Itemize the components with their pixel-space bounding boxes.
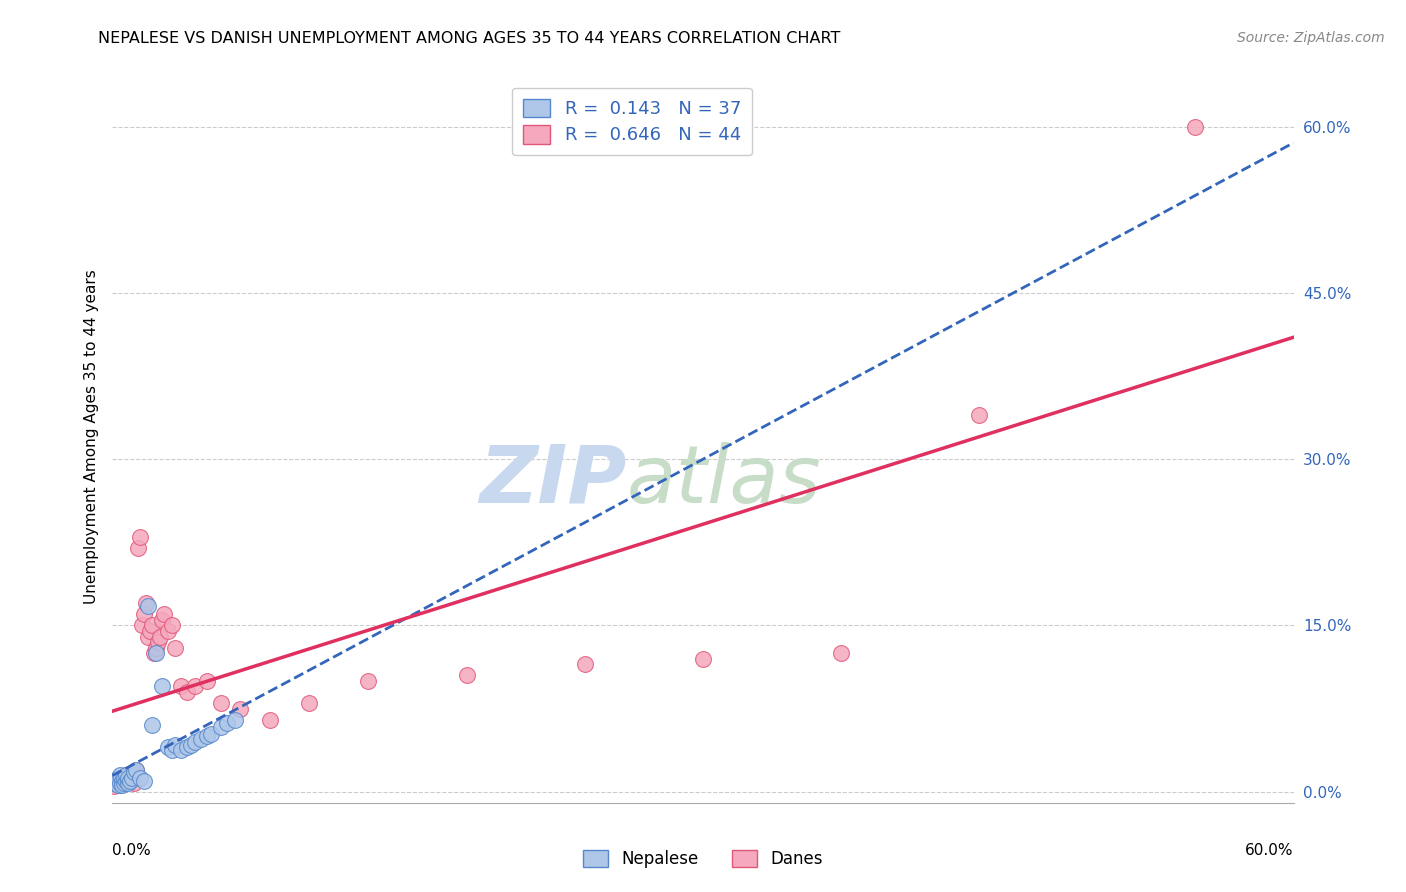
Point	[121, 768, 143, 782]
Point	[830, 646, 852, 660]
Point	[180, 738, 202, 752]
Point	[165, 640, 187, 655]
Point	[141, 618, 163, 632]
Point	[170, 680, 193, 694]
Point	[125, 763, 148, 777]
Point	[160, 742, 183, 756]
Text: Source: ZipAtlas.com: Source: ZipAtlas.com	[1237, 31, 1385, 45]
Point	[132, 607, 155, 622]
Point	[136, 599, 159, 613]
Point	[112, 772, 135, 786]
Point	[107, 773, 129, 788]
Point	[145, 640, 167, 655]
Point	[110, 778, 132, 792]
Text: 0.0%: 0.0%	[112, 843, 152, 858]
Point	[129, 530, 152, 544]
Point	[146, 635, 169, 649]
Point	[184, 735, 207, 749]
Point	[110, 768, 132, 782]
Point	[195, 729, 218, 743]
Text: ZIP: ZIP	[479, 442, 626, 520]
Text: atlas: atlas	[626, 442, 821, 520]
Point	[117, 772, 139, 786]
Point	[132, 773, 155, 788]
Point	[184, 680, 207, 694]
Point	[121, 772, 143, 786]
Y-axis label: Unemployment Among Ages 35 to 44 years: Unemployment Among Ages 35 to 44 years	[83, 269, 98, 605]
Point	[215, 716, 238, 731]
Point	[127, 541, 149, 555]
Point	[110, 776, 132, 790]
Point	[115, 768, 138, 782]
Point	[115, 768, 138, 782]
Point	[259, 713, 281, 727]
Point	[145, 646, 167, 660]
Point	[176, 740, 198, 755]
Point	[156, 740, 179, 755]
Point	[165, 738, 187, 752]
Point	[115, 773, 138, 788]
Point	[112, 776, 135, 790]
Point	[156, 624, 179, 638]
Point	[150, 613, 173, 627]
Point	[111, 772, 134, 786]
Point	[142, 646, 165, 660]
Legend: R =  0.143   N = 37, R =  0.646   N = 44: R = 0.143 N = 37, R = 0.646 N = 44	[512, 87, 752, 155]
Point	[150, 680, 173, 694]
Point	[111, 778, 134, 792]
Point	[574, 657, 596, 672]
Point	[107, 772, 129, 786]
Point	[224, 713, 246, 727]
Point	[122, 764, 145, 779]
Point	[1184, 120, 1206, 134]
Text: 60.0%: 60.0%	[1246, 843, 1294, 858]
Point	[967, 408, 990, 422]
Point	[149, 630, 172, 644]
Point	[209, 696, 232, 710]
Point	[117, 773, 139, 788]
Point	[120, 772, 142, 786]
Point	[209, 721, 232, 735]
Point	[160, 618, 183, 632]
Point	[456, 668, 478, 682]
Point	[152, 607, 174, 622]
Point	[357, 673, 380, 688]
Legend: Nepalese, Danes: Nepalese, Danes	[576, 843, 830, 875]
Point	[136, 630, 159, 644]
Point	[139, 624, 162, 638]
Point	[692, 651, 714, 665]
Point	[120, 773, 142, 788]
Point	[176, 685, 198, 699]
Text: NEPALESE VS DANISH UNEMPLOYMENT AMONG AGES 35 TO 44 YEARS CORRELATION CHART: NEPALESE VS DANISH UNEMPLOYMENT AMONG AG…	[98, 31, 841, 46]
Point	[122, 776, 145, 790]
Point	[190, 731, 212, 746]
Point	[107, 778, 129, 792]
Point	[103, 779, 125, 793]
Point	[112, 776, 135, 790]
Point	[200, 727, 222, 741]
Point	[103, 776, 125, 790]
Point	[105, 776, 128, 790]
Point	[170, 742, 193, 756]
Point	[135, 596, 157, 610]
Point	[129, 772, 152, 786]
Point	[141, 718, 163, 732]
Point	[125, 763, 148, 777]
Point	[117, 776, 139, 790]
Point	[298, 696, 321, 710]
Point	[229, 701, 252, 715]
Point	[195, 673, 218, 688]
Point	[111, 773, 134, 788]
Point	[105, 773, 128, 788]
Point	[131, 618, 153, 632]
